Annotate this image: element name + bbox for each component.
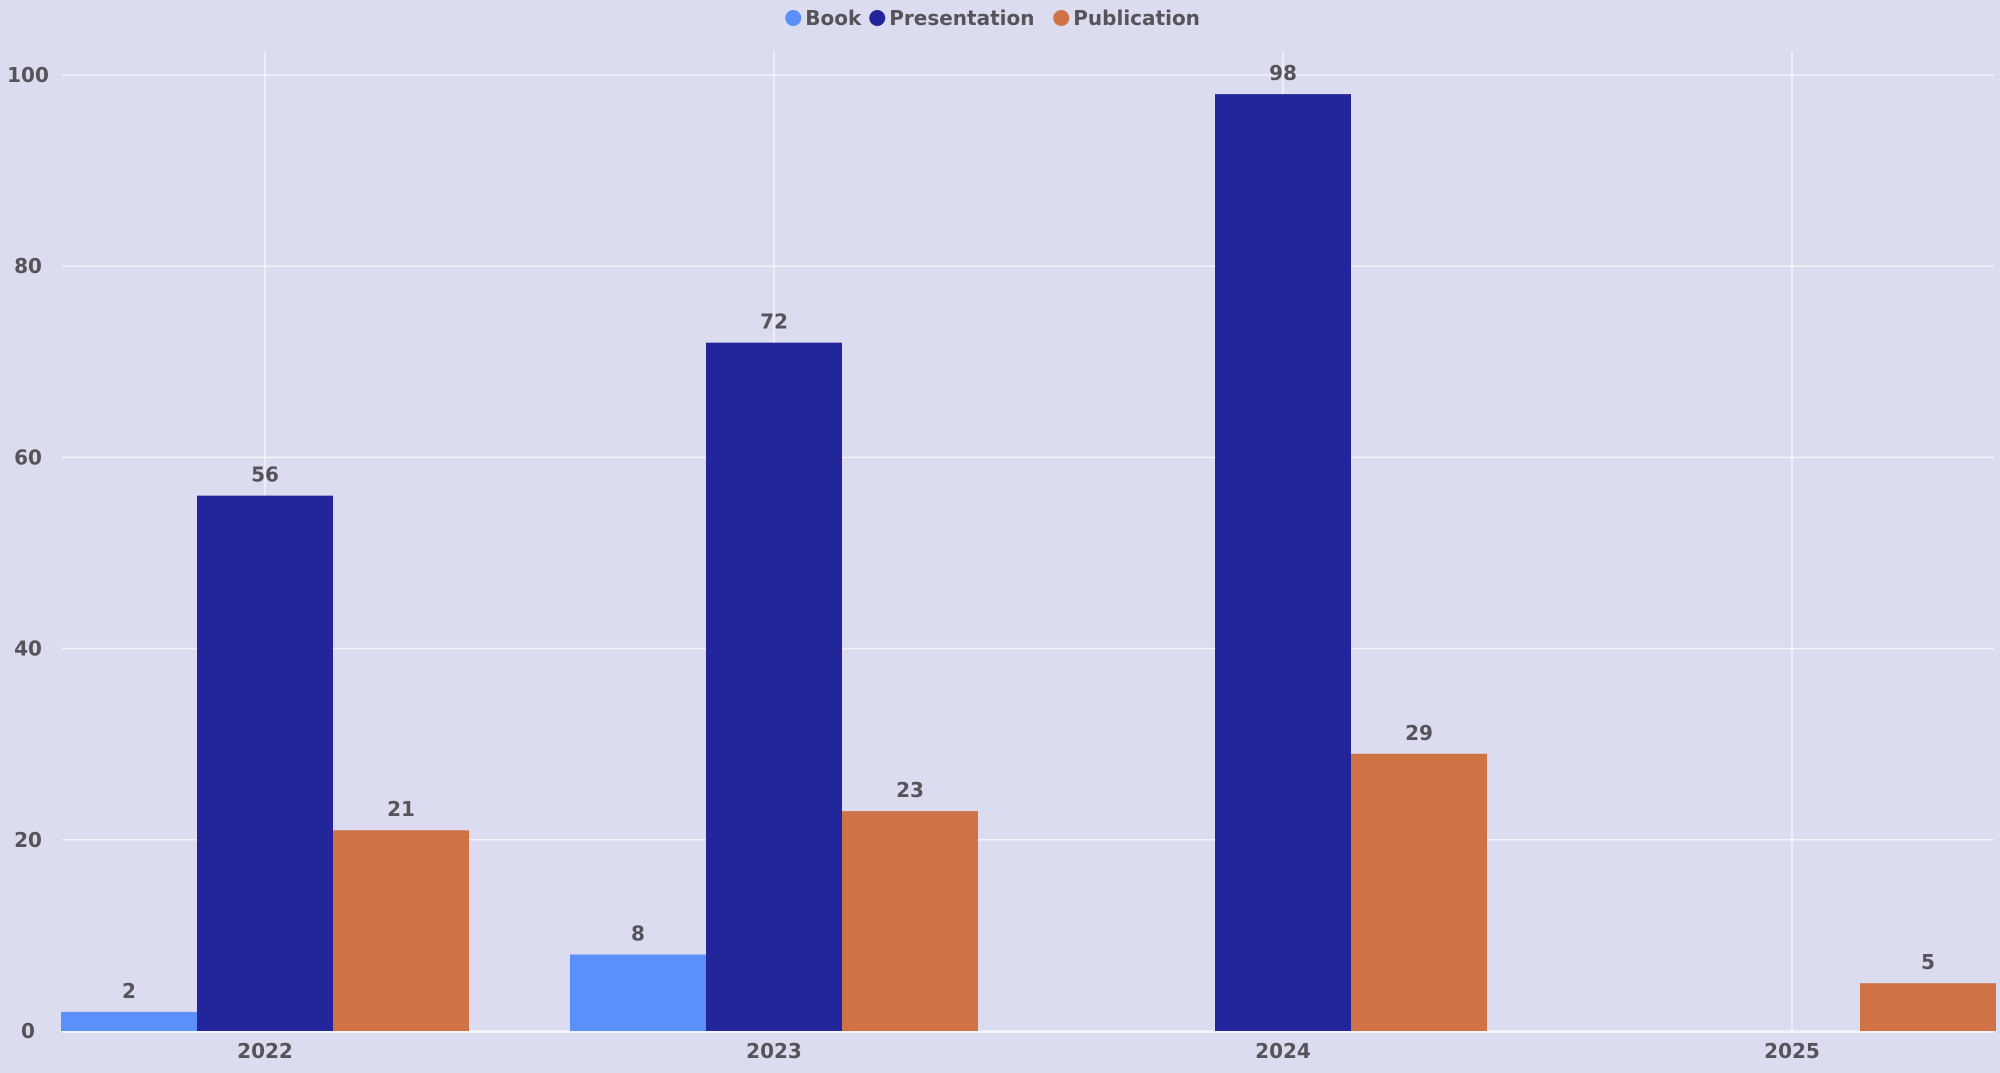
data-label: 23 (896, 778, 924, 802)
bar-presentation-2023 (706, 342, 842, 1031)
data-label: 2 (122, 979, 136, 1003)
y-tick-label: 60 (14, 445, 42, 469)
bar-presentation-2022 (197, 495, 333, 1031)
bar-presentation-2024 (1215, 94, 1351, 1032)
y-tick-label: 0 (21, 1019, 35, 1043)
y-tick-label: 80 (14, 254, 42, 278)
legend-marker-book (785, 10, 802, 26)
data-label: 56 (251, 463, 279, 487)
bar-publication-2022 (333, 830, 469, 1031)
data-label: 29 (1405, 721, 1433, 745)
bar-book-2022 (61, 1011, 197, 1031)
x-tick-label: 2025 (1764, 1039, 1820, 1063)
y-tick-label: 40 (14, 637, 42, 661)
data-label: 8 (631, 922, 645, 946)
x-tick-label: 2023 (746, 1039, 802, 1063)
data-label: 21 (387, 797, 415, 821)
bar-publication-2024 (1351, 753, 1487, 1031)
data-label: 5 (1921, 950, 1935, 974)
legend-marker-publication (1053, 10, 1070, 26)
x-tick-label: 2022 (237, 1039, 293, 1063)
x-tick-label: 2024 (1255, 1039, 1311, 1063)
legend-label-publication: Publication (1073, 6, 1200, 30)
legend-marker-presentation (869, 10, 886, 26)
data-label: 98 (1269, 61, 1297, 85)
bar-book-2023 (570, 954, 706, 1031)
data-label: 72 (760, 310, 788, 334)
y-tick-label: 20 (14, 828, 42, 852)
legend-label-presentation: Presentation (889, 6, 1034, 30)
bar-publication-2025 (1860, 983, 1996, 1031)
legend-label-book: Book (805, 6, 862, 30)
y-tick-label: 100 (7, 63, 49, 87)
bar-publication-2023 (842, 811, 978, 1031)
